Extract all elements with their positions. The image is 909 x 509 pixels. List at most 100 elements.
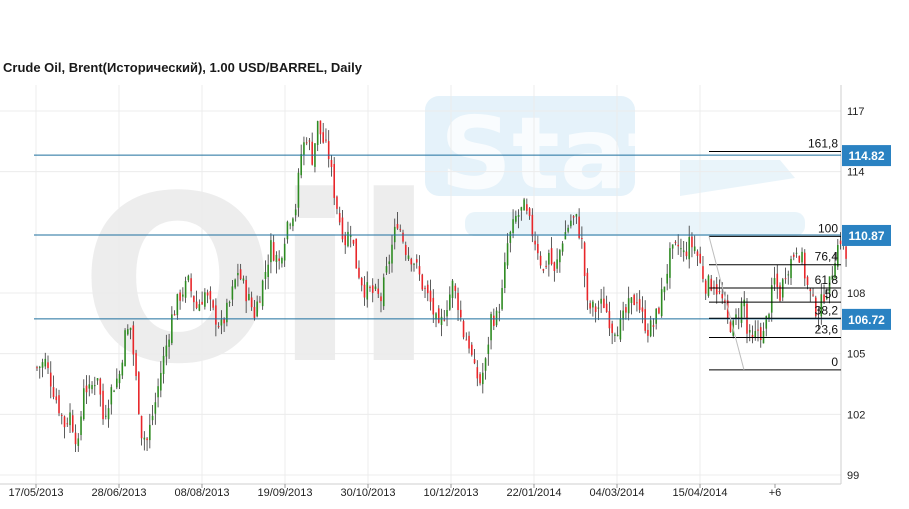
candle-down — [589, 303, 591, 309]
candle-up — [281, 258, 283, 264]
candle-down — [583, 242, 586, 277]
fib-level-label: 23,6 — [815, 322, 839, 336]
candle-up — [237, 272, 239, 276]
candle-down — [66, 423, 69, 425]
candle-up — [506, 243, 509, 266]
candle-up — [820, 294, 823, 317]
candle-up — [303, 142, 305, 155]
candle-down — [377, 288, 380, 294]
candle-up — [790, 258, 792, 279]
candle-down — [352, 239, 355, 244]
candle-down — [333, 164, 336, 198]
candle-down — [812, 294, 814, 296]
candle-up — [388, 261, 391, 265]
candle-down — [369, 287, 371, 289]
candle-up — [509, 231, 512, 243]
candle-up — [176, 294, 179, 316]
candle-up — [77, 438, 80, 446]
candle-up — [374, 286, 377, 289]
candle-up — [504, 262, 506, 288]
candle-down — [322, 132, 324, 143]
candle-up — [220, 319, 223, 326]
candle-down — [702, 266, 704, 279]
candle-down — [715, 284, 718, 295]
candle-down — [839, 240, 842, 245]
candle-up — [619, 318, 622, 340]
candle-up — [204, 292, 206, 307]
candle-down — [644, 309, 646, 331]
y-tick-label: 108 — [847, 288, 865, 300]
candle-down — [217, 326, 220, 328]
candle-up — [740, 303, 743, 323]
candle-up — [267, 264, 269, 278]
y-tick-label: 114 — [847, 167, 865, 179]
y-tick-label: 99 — [847, 470, 859, 482]
candle-up — [118, 373, 121, 384]
candle-up — [512, 219, 514, 233]
candle-up — [523, 199, 525, 211]
candle-down — [823, 294, 825, 302]
candle-up — [754, 331, 757, 338]
candle-down — [132, 325, 135, 355]
candle-down — [454, 285, 457, 291]
candle-down — [545, 265, 547, 267]
candle-down — [341, 217, 344, 240]
candle-up — [151, 415, 154, 421]
candle-down — [336, 196, 338, 209]
candle-up — [234, 279, 236, 288]
x-tick-label: 04/03/2014 — [589, 487, 644, 499]
y-axis-ticks: 117 114 108 105 102 99 — [847, 106, 865, 482]
fib-level-label: 0 — [831, 355, 838, 369]
candle-up — [382, 277, 385, 307]
candle-down — [173, 314, 176, 316]
candle-down — [803, 252, 806, 279]
candle-down — [36, 367, 38, 369]
candle-up — [162, 355, 165, 375]
chart-title: Crude Oil, Brent(Исторический), 1.00 USD… — [3, 60, 362, 75]
candle-down — [206, 292, 209, 296]
fibonacci-retracement[interactable]: 161,8 100 76,4 61,850 38,2 23,6 0 — [708, 136, 841, 371]
fib-level-label: 161,8 — [808, 136, 838, 150]
candle-down — [608, 311, 611, 329]
candle-down — [699, 253, 702, 263]
candle-up — [834, 263, 836, 279]
candle-up — [770, 285, 773, 313]
candle-down — [691, 236, 693, 248]
candle-down — [99, 378, 102, 395]
candle-down — [685, 251, 688, 257]
candle-up — [837, 245, 839, 267]
candle-down — [426, 284, 429, 294]
y-tick-label: 117 — [847, 106, 865, 118]
candle-down — [526, 204, 528, 211]
candle-up — [520, 207, 523, 211]
candle-down — [355, 238, 358, 269]
candle-up — [93, 385, 96, 387]
candle-up — [270, 240, 272, 263]
candle-down — [195, 301, 198, 308]
candle-up — [347, 231, 349, 247]
candle-down — [272, 242, 275, 261]
candle-up — [570, 220, 572, 227]
candle-up — [110, 387, 113, 405]
candle-up — [660, 289, 663, 317]
candle-down — [465, 339, 468, 341]
candle-down — [325, 139, 327, 141]
level-tag — [842, 224, 891, 246]
candle-down — [457, 292, 459, 311]
candle-down — [721, 294, 724, 299]
candle-down — [471, 344, 473, 355]
candle-up — [261, 280, 264, 307]
candle-down — [338, 213, 341, 223]
candle-up — [91, 385, 93, 390]
candle-up — [107, 408, 110, 420]
candle-up — [666, 273, 668, 284]
candle-down — [674, 241, 677, 243]
candle-down — [814, 297, 817, 317]
candle-up — [283, 243, 286, 261]
candle-up — [171, 314, 173, 344]
candle-down — [806, 276, 809, 285]
candle-up — [113, 390, 115, 392]
candle-down — [85, 385, 88, 393]
fib-level-label: 50 — [825, 287, 839, 301]
